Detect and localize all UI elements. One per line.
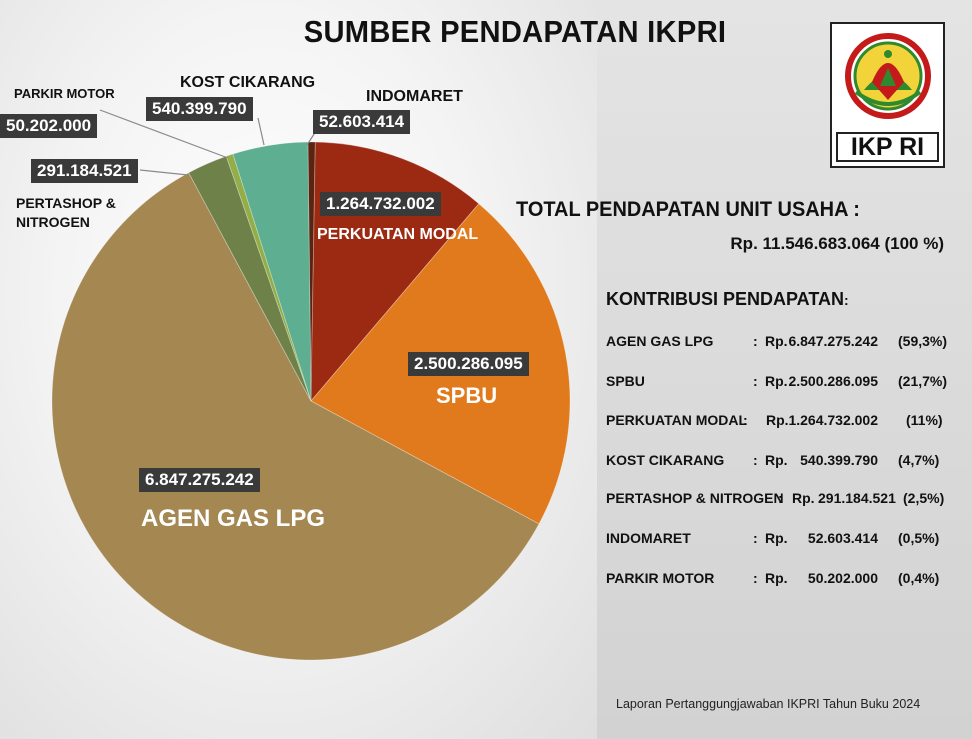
ikpri-logo: IKP RI: [830, 22, 945, 168]
page-title: SUMBER PENDAPATAN IKPRI: [303, 14, 727, 49]
label-pertashop: PERTASHOP & NITROGEN: [16, 195, 116, 230]
contribution-percent: (21,7%): [898, 373, 948, 389]
contribution-name: PERTASHOP & NITROGEN: [606, 490, 784, 506]
contribution-amount: 2.500.286.095: [788, 373, 878, 389]
contribution-percent: (0,4%): [898, 570, 940, 586]
contribution-separator: :: [753, 570, 758, 586]
pie-slice-parkir-motor: [225, 153, 312, 402]
contribution-rp: Rp.: [765, 530, 788, 546]
logo-text: IKP RI: [836, 132, 939, 162]
contribution-rp: Rp.: [792, 490, 815, 506]
leader-line-parkir-motor: [99, 109, 229, 159]
value-agen-gas-lpg: 6.847.275.242: [139, 468, 260, 492]
contribution-row: PERTASHOP & NITROGEN: Rp. 291.184.521 (2,5%…: [606, 490, 946, 510]
contribution-row: PERKUATAN MODAL: Rp. 1.264.732.002 (11%): [606, 412, 946, 432]
contribution-separator: :: [743, 412, 748, 428]
contribution-row: PARKIR MOTOR: Rp. 50.202.000 (0,4%): [606, 570, 946, 590]
contribution-row: INDOMARET: Rp. 52.603.414 (0,5%): [606, 530, 946, 550]
contribution-rp: Rp.: [765, 452, 788, 468]
contribution-amount: 52.603.414: [807, 530, 878, 546]
contribution-percent: (11%): [906, 412, 943, 428]
contribution-amount: 6.847.275.242: [788, 333, 878, 349]
leader-line-pertashop: [139, 169, 189, 176]
contribution-rp: Rp.: [765, 333, 788, 349]
footer-note: Laporan Pertanggungjawaban IKPRI Tahun B…: [616, 697, 921, 711]
contribution-percent: (4,7%): [898, 452, 940, 468]
value-spbu: 2.500.286.095: [408, 352, 529, 376]
ikpri-emblem-icon: [845, 33, 931, 119]
contribution-name: PARKIR MOTOR: [606, 570, 715, 586]
contribution-rp: Rp.: [766, 412, 789, 428]
value-indomaret: 52.603.414: [313, 110, 411, 134]
pie-slice-pertashop-nitrogen: [188, 155, 312, 402]
label-indomaret: INDOMARET: [366, 88, 463, 105]
label-perkuatan-modal: PERKUATAN MODAL: [317, 226, 479, 243]
contribution-percent: (59,3%): [898, 333, 948, 349]
contribution-amount: 540.399.790: [800, 452, 878, 468]
contribution-name: AGEN GAS LPG: [606, 333, 714, 349]
label-kost-cikarang: KOST CIKARANG: [180, 74, 316, 91]
contribution-separator: :: [753, 373, 758, 389]
contribution-percent: (2,5%): [903, 490, 945, 506]
contribution-amount: 291.184.521: [818, 490, 896, 506]
contribution-rp: Rp.: [765, 570, 788, 586]
value-perkuatan-modal: 1.264.732.002: [320, 192, 441, 216]
contribution-name: PERKUATAN MODAL: [606, 412, 748, 428]
contribution-amount: 50.202.000: [807, 570, 878, 586]
contribution-separator: :: [753, 530, 758, 546]
leader-line-kost-cikarang: [257, 117, 265, 146]
contribution-rp: Rp.: [765, 373, 788, 389]
contribution-row: KOST CIKARANG: Rp. 540.399.790 (4,7%): [606, 452, 946, 472]
contribution-title: KONTRIBUSI PENDAPATAN:: [606, 289, 849, 309]
contribution-name: SPBU: [606, 373, 645, 389]
pie-slice-indomaret: [307, 141, 316, 402]
contribution-row: AGEN GAS LPG: Rp. 6.847.275.242 (59,3%): [606, 333, 948, 353]
value-parkir-motor: 50.202.000: [0, 114, 98, 138]
pie-slice-kost-cikarang: [232, 141, 312, 402]
total-value: Rp. 11.546.683.064 (100 %): [730, 234, 944, 253]
label-parkir-motor: PARKIR MOTOR: [14, 86, 115, 101]
total-title: TOTAL PENDAPATAN UNIT USAHA :: [516, 198, 860, 221]
contribution-name: INDOMARET: [606, 530, 691, 546]
label-agen-gas-lpg: AGEN GAS LPG: [141, 505, 326, 532]
label-spbu: SPBU: [436, 383, 498, 408]
value-kost-cikarang: 540.399.790: [146, 97, 253, 121]
contribution-percent: (0,5%): [898, 530, 940, 546]
contribution-separator: :: [753, 452, 758, 468]
contribution-separator: :: [753, 333, 758, 349]
pie-slice-agen-gas-lpg: [51, 172, 540, 661]
contribution-separator: :: [778, 490, 783, 506]
contribution-row: SPBU: Rp. 2.500.286.095 (21,7%): [606, 373, 948, 393]
contribution-amount: 1.264.732.002: [788, 412, 878, 428]
value-pertashop: 291.184.521: [31, 159, 138, 183]
contribution-name: KOST CIKARANG: [606, 452, 725, 468]
